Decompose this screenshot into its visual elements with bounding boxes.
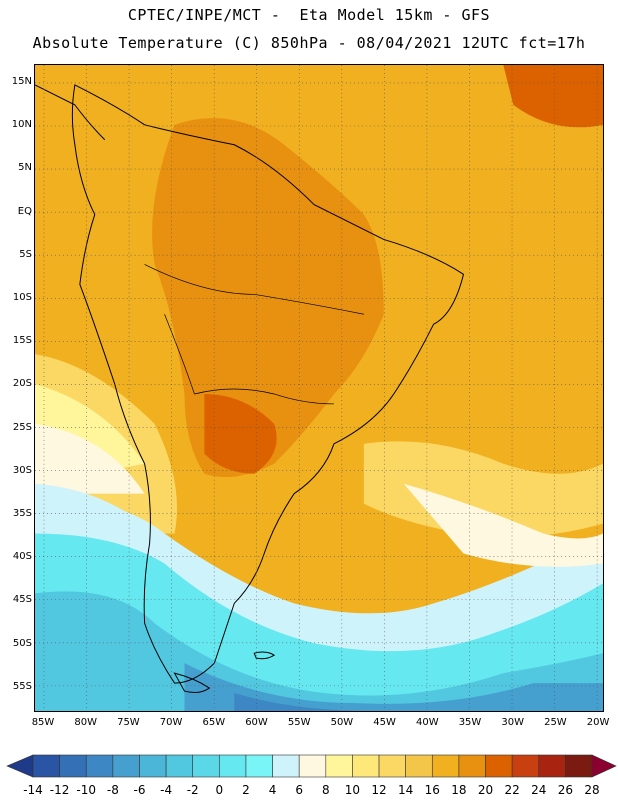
colorbar-swatch — [458, 754, 486, 778]
temperature-map — [34, 64, 604, 712]
colorbar-label: -2 — [186, 783, 199, 797]
colorbar-label: -6 — [133, 783, 146, 797]
lon-label-50w: 50W — [330, 717, 354, 728]
colorbar-swatch — [431, 754, 460, 778]
colorbar-swatch — [85, 754, 114, 778]
lat-label-45s: 45S — [12, 594, 32, 606]
lat-label-55s: 55S — [12, 680, 32, 692]
lon-label-25w: 25W — [544, 717, 567, 728]
colorbar-label: 4 — [268, 783, 277, 797]
colorbar-label: 26 — [557, 783, 574, 797]
coldest-region — [234, 693, 374, 711]
continent-outline — [71, 84, 465, 684]
colorbar — [6, 754, 617, 778]
lon-label-75w: 75W — [117, 717, 140, 728]
lat-label-eq: EQ — [17, 205, 32, 217]
colorbar-swatch — [538, 754, 566, 778]
lon-label-20w: 20W — [586, 717, 610, 728]
colorbar-label: 18 — [451, 783, 467, 797]
map-title-line-1: CPTEC/INPE/MCT - Eta Model 15km - GFS — [127, 6, 491, 24]
colorbar-swatch — [139, 754, 167, 778]
colorbar-swatch — [219, 754, 247, 778]
lon-label-60w: 60W — [245, 717, 268, 728]
lat-label-40s: 40S — [12, 551, 32, 563]
lon-label-45w: 45W — [373, 717, 396, 728]
lat-label-25s: 25S — [12, 421, 32, 433]
lon-label-80w: 80W — [74, 717, 97, 728]
central-america-outline — [35, 84, 106, 141]
colorbar-label: 8 — [321, 783, 330, 797]
lon-label-30w: 30W — [501, 717, 524, 728]
colorbar-swatch — [378, 754, 406, 778]
colorbar-swatch — [272, 754, 300, 778]
colorbar-max-arrow — [591, 754, 617, 778]
hot-spot-south — [204, 393, 277, 474]
colorbar-label: 20 — [477, 783, 494, 797]
colorbar-label: 12 — [371, 783, 387, 797]
colorbar-label: -10 — [76, 783, 97, 797]
colorbar-label: 16 — [424, 783, 440, 797]
colorbar-swatch — [511, 754, 540, 778]
colorbar-swatch — [245, 754, 273, 778]
colorbar-swatch — [485, 754, 513, 778]
colorbar-label: 24 — [531, 783, 547, 797]
colorbar-swatch — [165, 754, 194, 778]
lat-label-50s: 50S — [12, 637, 32, 649]
colorbar-label: 22 — [504, 783, 520, 797]
colorbar-swatch — [32, 754, 60, 778]
neutral-band-east — [403, 483, 603, 567]
lat-label-10n: 10N — [11, 119, 32, 131]
colder-region — [184, 663, 603, 711]
hot-region-ne — [503, 65, 603, 128]
lat-label-35s: 35S — [12, 508, 32, 519]
lon-label-40w: 40W — [415, 717, 439, 728]
falklands-outline — [253, 651, 276, 660]
colorbar-swatch — [325, 754, 353, 778]
cold-region — [35, 591, 603, 711]
lon-label-35w: 35W — [458, 717, 482, 728]
lat-label-30s: 30S — [12, 464, 32, 476]
map-title-line-2: Absolute Temperature (C) 850hPa - 08/04/… — [32, 34, 586, 52]
grid-lines — [35, 65, 603, 711]
colorbar-label: 2 — [242, 783, 250, 797]
colorbar-label: -12 — [49, 783, 70, 797]
lat-label-20s: 20S — [12, 378, 32, 390]
border-line-3 — [164, 314, 195, 395]
colorbar-swatch — [565, 754, 593, 778]
colorbar-label: 14 — [398, 783, 414, 797]
colorbar-label: 10 — [344, 783, 361, 797]
lat-label-5s: 5S — [19, 248, 32, 260]
border-line-2 — [194, 388, 334, 405]
colorbar-swatch — [59, 754, 87, 778]
neutral-band-west — [35, 423, 145, 494]
colorbar-swatch — [405, 754, 433, 778]
lon-label-70w: 70W — [159, 717, 183, 728]
lon-label-55w: 55W — [287, 717, 311, 728]
colorbar-min-arrow — [6, 754, 34, 778]
colorbar-swatch — [298, 754, 327, 778]
colorbar-label: 28 — [584, 783, 600, 797]
lat-label-15s: 15S — [12, 335, 32, 347]
border-line-1 — [144, 264, 364, 315]
colorbar-label: -8 — [106, 783, 119, 797]
colorbar-label: -14 — [23, 783, 43, 797]
colorbar-label: -4 — [160, 783, 173, 797]
mild-band-east — [363, 441, 603, 537]
lon-label-65w: 65W — [202, 717, 226, 728]
lon-label-85w: 85W — [31, 717, 55, 728]
colorbar-label: 6 — [295, 783, 303, 797]
lat-label-5n: 5N — [18, 162, 32, 174]
hot-continent-interior — [152, 118, 384, 478]
lat-label-10s: 10S — [12, 292, 32, 303]
colorbar-swatch — [112, 754, 140, 778]
colorbar-swatch — [192, 754, 220, 778]
colorbar-label: 0 — [215, 783, 224, 797]
lat-label-15n: 15N — [11, 76, 32, 87]
tierra-del-fuego-outline — [173, 672, 211, 694]
colorbar-swatch — [352, 754, 380, 778]
